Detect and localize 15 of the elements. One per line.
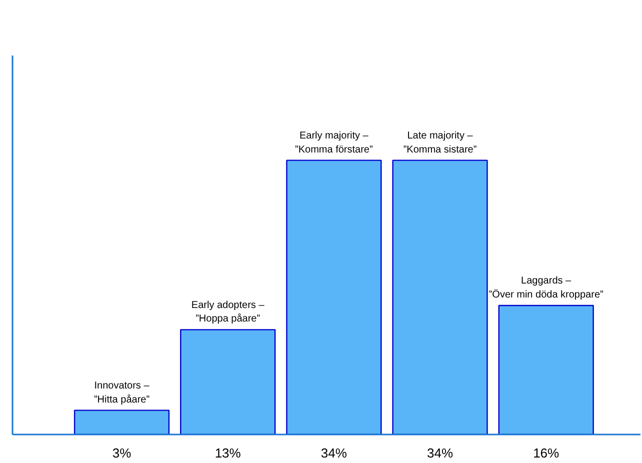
data-label: 13% xyxy=(214,446,242,460)
bar xyxy=(498,304,594,434)
x-tick-label: Early adopters – ”Hoppa påare” xyxy=(191,300,265,325)
x-tick-label: Late majority – ”Komma sistare” xyxy=(403,130,477,156)
x-tick-label: Early majority – ”Komma förstare” xyxy=(295,130,373,156)
data-label: 16% xyxy=(533,446,560,460)
x-tick-label: Laggards – ”Över min döda kroppare” xyxy=(488,276,604,300)
bar xyxy=(286,160,382,434)
x-tick-label: Innovators – ”Hitta påare” xyxy=(94,380,150,406)
bar xyxy=(180,329,276,434)
data-label: 3% xyxy=(112,446,132,460)
data-label: 34% xyxy=(426,446,454,460)
bar xyxy=(392,160,488,434)
data-label: 34% xyxy=(320,446,348,460)
bar xyxy=(74,410,170,434)
